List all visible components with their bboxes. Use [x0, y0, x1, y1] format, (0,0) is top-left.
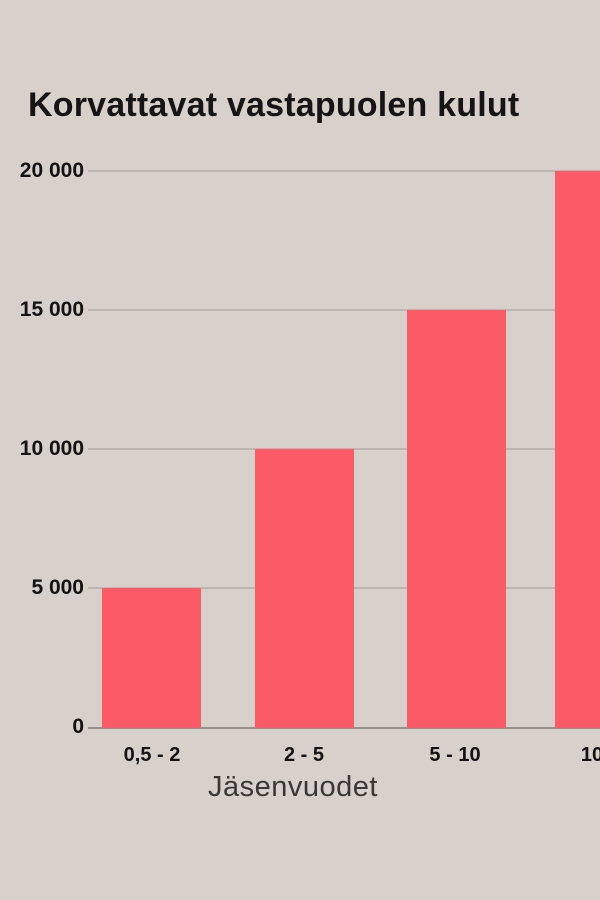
x-axis-tick-label: 2 - 5 [283, 744, 325, 766]
y-axis-tick-label: 0 [72, 715, 84, 738]
bar [102, 588, 201, 728]
x-axis-tick-label: 10 [580, 744, 600, 766]
bar [255, 449, 354, 728]
bar [407, 310, 506, 728]
gridline [88, 309, 600, 311]
bar [555, 171, 600, 728]
y-axis-tick-label: 5 000 [31, 576, 84, 599]
y-axis-tick-label: 10 000 [19, 437, 84, 460]
x-axis-baseline [88, 727, 600, 730]
x-axis-tick-label: 5 - 10 [429, 744, 481, 766]
x-axis-tick-label: 0,5 - 2 [123, 744, 181, 766]
gridline [88, 170, 600, 172]
chart-title: Korvattavat vastapuolen kulut [28, 86, 520, 124]
y-axis-tick-label: 20 000 [19, 159, 84, 182]
gridline [88, 448, 600, 450]
y-axis-tick-label: 15 000 [19, 298, 84, 321]
x-axis-title: Jäsenvuodet [208, 771, 378, 803]
